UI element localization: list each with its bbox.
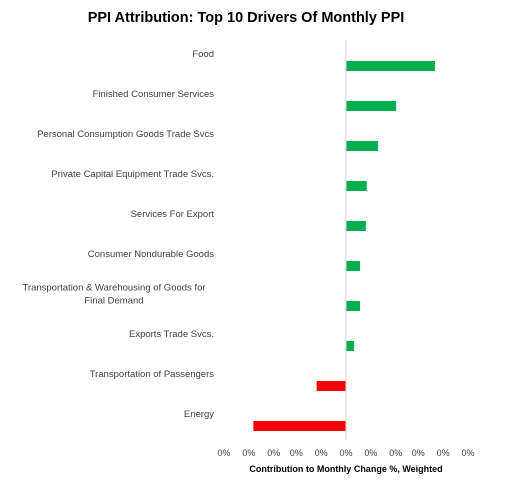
bar-6 xyxy=(346,301,361,311)
category-label-6: Transportation & Warehousing of Goods fo… xyxy=(22,283,205,307)
bar-4 xyxy=(346,221,366,231)
category-label-2: Personal Consumption Goods Trade Svcs xyxy=(37,129,214,140)
bar-9 xyxy=(253,421,346,431)
x-axis-label: Contribution to Monthly Change %, Weight… xyxy=(249,464,442,474)
x-tick-label-8: 0% xyxy=(412,448,425,458)
category-label-7: Exports Trade Svcs. xyxy=(129,329,214,340)
bar-2 xyxy=(346,141,379,151)
x-tick-label-9: 0% xyxy=(437,448,450,458)
bar-5 xyxy=(346,261,361,271)
category-label-1: Finished Consumer Services xyxy=(93,89,215,100)
bars xyxy=(253,61,436,431)
x-tick-label-5: 0% xyxy=(339,448,352,458)
category-labels: Food Finished Consumer Services Personal C… xyxy=(22,49,214,420)
bar-0 xyxy=(346,61,436,71)
x-tick-labels: 0% 0% 0% 0% 0% 0% 0% 0% 0% 0% 0% xyxy=(217,448,474,458)
bar-7 xyxy=(346,341,355,351)
chart-title: PPI Attribution: Top 10 Drivers Of Month… xyxy=(88,10,405,26)
x-tick-label-4: 0% xyxy=(315,448,328,458)
category-label-3: Private Capital Equipment Trade Svcs. xyxy=(51,169,214,180)
x-tick-label-0: 0% xyxy=(217,448,230,458)
x-tick-label-2: 0% xyxy=(267,448,280,458)
category-label-9: Energy xyxy=(184,409,214,420)
category-label-4: Services For Export xyxy=(131,209,215,220)
x-tick-label-3: 0% xyxy=(290,448,303,458)
bar-1 xyxy=(346,101,397,111)
x-tick-label-7: 0% xyxy=(389,448,402,458)
bar-8 xyxy=(316,381,346,391)
x-tick-label-6: 0% xyxy=(364,448,377,458)
x-tick-label-10: 0% xyxy=(461,448,474,458)
bar-3 xyxy=(346,181,367,191)
x-tick-label-1: 0% xyxy=(242,448,255,458)
category-label-5: Consumer Nondurable Goods xyxy=(88,249,214,260)
category-label-8: Transportation of Passengers xyxy=(90,369,215,380)
category-label-0: Food xyxy=(192,49,214,60)
